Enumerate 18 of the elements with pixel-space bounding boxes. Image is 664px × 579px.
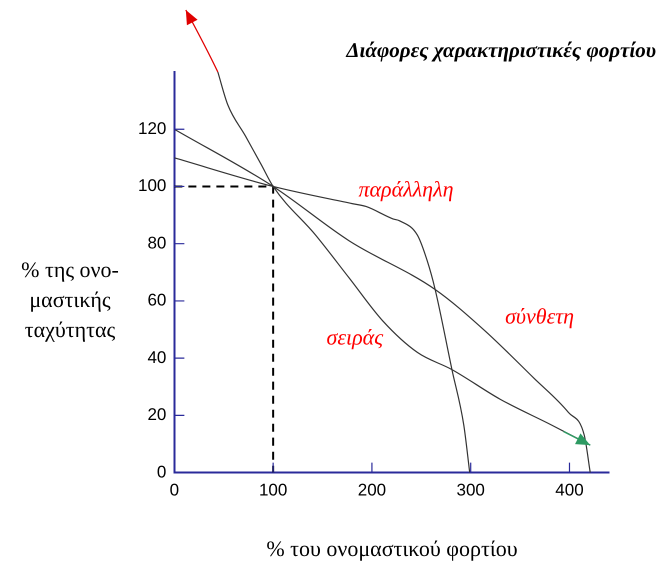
y-tick-label: 0 [156,462,166,482]
x-tick-label: 200 [358,480,386,500]
y-tick-label: 80 [147,233,166,252]
chart-title: Διάφορες χαρακτηριστικές φορτίου [346,38,656,63]
x-tick-label: 0 [170,480,180,500]
y-tick-label: 40 [147,348,166,367]
series-label: σειράς [326,324,384,350]
y-tick-label: 100 [138,176,166,196]
x-tick-label: 300 [456,480,485,500]
y-tick-label: 60 [147,290,166,310]
series-label: σύνθετη [505,303,574,328]
x-tick-label: 100 [258,480,288,500]
x-axis-title: % του ονομαστικού φορτίου [265,536,519,562]
x-tick-label: 400 [555,480,584,500]
y-tick-label: 20 [147,405,166,424]
series-label: παράλληλη [358,176,454,202]
y-tick-label: 120 [138,118,166,138]
y-axis-title: % της ονο- μαστικής ταχύτητας [20,256,120,344]
